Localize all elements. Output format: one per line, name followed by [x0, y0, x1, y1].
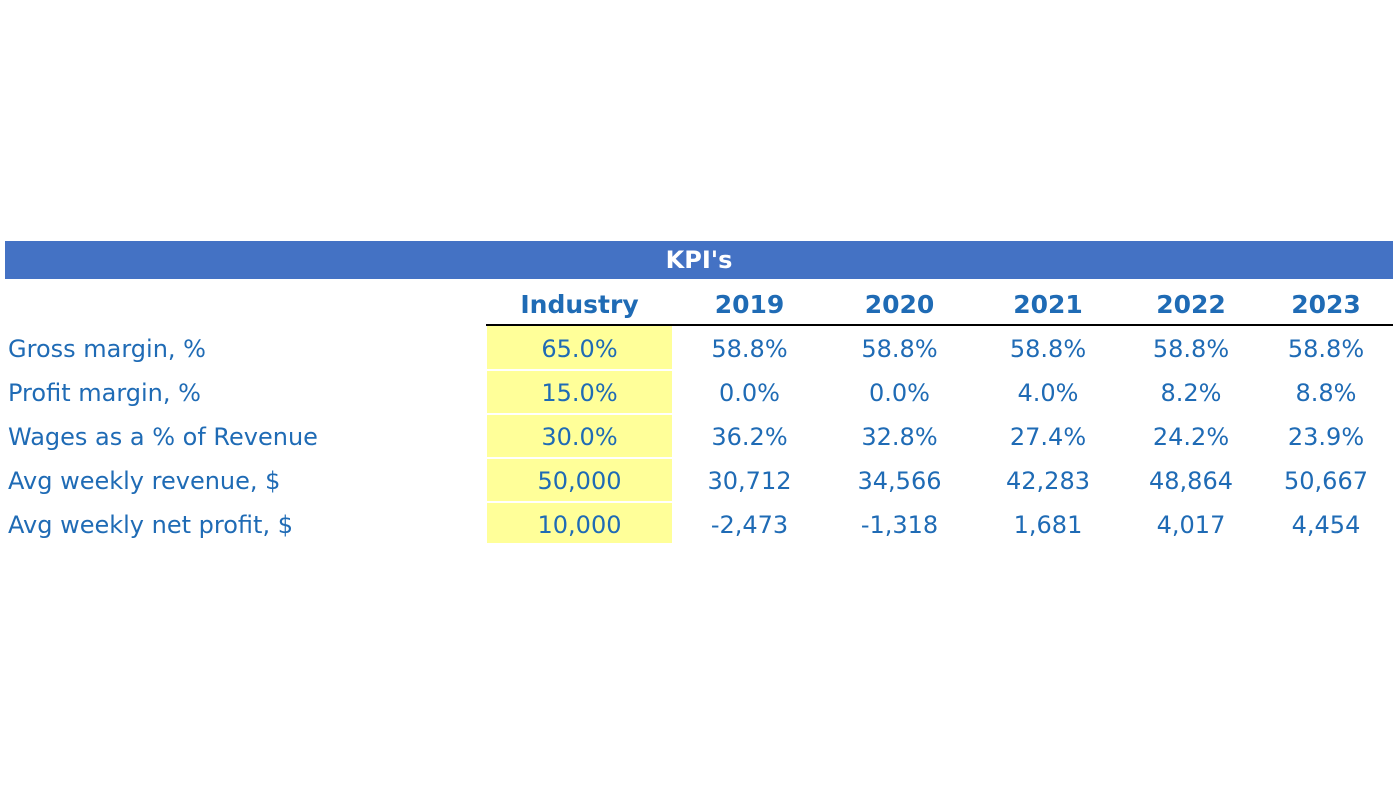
cell-2019: 0.0% [719, 379, 780, 407]
table-row: Profit margin, % 15.0% 0.0% 0.0% 4.0% 8.… [0, 371, 1396, 415]
kpi-title: KPI's [665, 246, 733, 274]
cell-2019: 30,712 [707, 467, 792, 495]
cell-2022: 8.2% [1160, 379, 1222, 407]
cell-2023: 23.9% [1287, 423, 1365, 451]
table-row: Wages as a % of Revenue 30.0% 36.2% 32.8… [0, 415, 1396, 459]
cell-2020: 32.8% [861, 423, 938, 451]
cell-2020: 0.0% [869, 379, 930, 407]
cell-2021: 42,283 [1006, 467, 1090, 495]
cell-2021: 1,681 [1013, 511, 1083, 539]
cell-2023: 58.8% [1287, 335, 1365, 363]
column-header-2023: 2023 [1291, 290, 1361, 319]
column-header-industry: Industry [520, 290, 639, 319]
cell-2022: 58.8% [1152, 335, 1230, 363]
row-label: Avg weekly net profit, $ [8, 511, 293, 539]
cell-2022: 4,017 [1156, 511, 1226, 539]
cell-industry: 65.0% [541, 335, 618, 363]
row-label: Gross margin, % [8, 335, 206, 363]
cell-2020: 58.8% [861, 335, 938, 363]
column-header-2019: 2019 [714, 290, 785, 319]
header-underline [486, 324, 1393, 326]
cell-2022: 48,864 [1149, 467, 1233, 495]
cell-industry: 50,000 [537, 467, 622, 495]
cell-industry: 30.0% [541, 423, 618, 451]
cell-industry: 15.0% [541, 379, 618, 407]
table-row: Avg weekly net profit, $ 10,000 -2,473 -… [0, 503, 1396, 547]
cell-2021: 4.0% [1017, 379, 1079, 407]
row-label: Profit margin, % [8, 379, 201, 407]
cell-2023: 50,667 [1284, 467, 1368, 495]
cell-2021: 27.4% [1009, 423, 1087, 451]
cell-2019: 36.2% [711, 423, 788, 451]
row-label: Avg weekly revenue, $ [8, 467, 281, 495]
column-header-2021: 2021 [1013, 290, 1083, 319]
cell-2019: 58.8% [711, 335, 788, 363]
cell-2023: 8.8% [1295, 379, 1357, 407]
header-row: Industry 2019 2020 2021 2022 2023 [0, 282, 1396, 324]
column-header-2020: 2020 [864, 290, 935, 319]
industry-column-highlight [487, 326, 672, 543]
cell-2020: -1,318 [860, 511, 939, 539]
kpi-title-bar: KPI's [5, 241, 1393, 279]
table-row: Gross margin, % 65.0% 58.8% 58.8% 58.8% … [0, 327, 1396, 371]
industry-cell-separator [487, 501, 672, 503]
cell-2020: 34,566 [857, 467, 942, 495]
table-row: Avg weekly revenue, $ 50,000 30,712 34,5… [0, 459, 1396, 503]
industry-cell-separator [487, 457, 672, 459]
industry-cell-separator [487, 413, 672, 415]
cell-2021: 58.8% [1009, 335, 1087, 363]
row-label: Wages as a % of Revenue [8, 423, 318, 451]
column-header-2022: 2022 [1156, 290, 1226, 319]
cell-2022: 24.2% [1152, 423, 1230, 451]
cell-2023: 4,454 [1291, 511, 1361, 539]
industry-cell-separator [487, 369, 672, 371]
cell-industry: 10,000 [537, 511, 622, 539]
cell-2019: -2,473 [710, 511, 789, 539]
